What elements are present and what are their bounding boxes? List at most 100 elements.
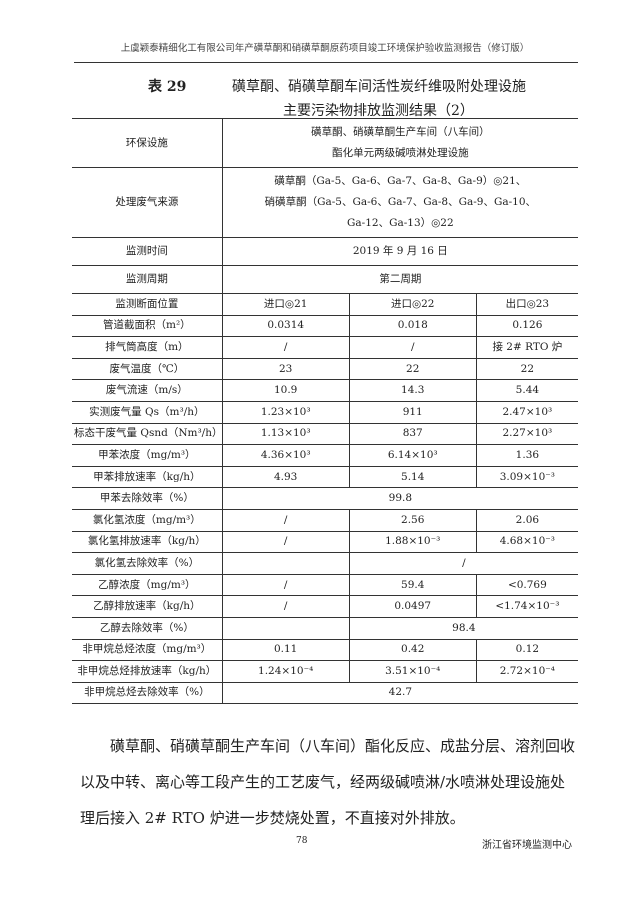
row-label: 废气温度（℃） xyxy=(72,357,223,381)
table-row: 废气流速（m/s） 10.9 14.3 5.44 xyxy=(72,379,578,402)
table-title-line2: 主要污染物排放监测结果（2） xyxy=(283,103,474,119)
info-value-line: 第二周期 xyxy=(379,273,422,285)
table-row: 管道截面积（m²） 0.0314 0.018 0.126 xyxy=(72,314,578,338)
data-cell: 2.06 xyxy=(475,508,578,532)
table-row: 氯化氢排放速率（kg/h）/1.88×10⁻³ 4.68×10⁻³ xyxy=(72,530,578,554)
data-cell: 3.09×10⁻³ xyxy=(475,465,578,489)
data-cell: / xyxy=(221,336,350,359)
data-cell: 5.44 xyxy=(475,379,578,402)
data-cell: 911 xyxy=(348,400,477,424)
data-cell: 22 xyxy=(475,357,578,381)
table-row: 乙醇排放速率（kg/h）/0.0497 <1.74×10⁻³ xyxy=(72,595,578,618)
data-cell: 进口◎21 xyxy=(221,293,350,316)
info-value-line: 硝磺草酮（Ga-5、Ga-6、Ga-7、Ga-8、Ga-9、Ga-10、 xyxy=(264,196,537,208)
row-label: 氯化氢浓度（mg/m³） xyxy=(72,508,223,532)
data-cell: 1.88×10⁻³ xyxy=(348,530,477,554)
data-cell: 4.68×10⁻³ xyxy=(475,530,578,554)
data-cell: 0.0314 xyxy=(221,314,350,338)
row-label: 废气流速（m/s） xyxy=(72,379,223,402)
data-cell: 2.27×10³ xyxy=(475,422,578,446)
data-cell: 2.72×10⁻⁴ xyxy=(475,660,578,683)
data-cell: 1.36 xyxy=(475,444,578,467)
merged-cell: 42.7 xyxy=(221,681,578,705)
data-cell: 2.47×10³ xyxy=(475,400,578,424)
data-cell: 4.93 xyxy=(221,465,350,489)
merged-cell: 99.8 xyxy=(221,487,578,510)
row-label: 氯化氢去除效率（%） xyxy=(72,552,223,575)
data-cell: 出口◎23 xyxy=(475,293,578,316)
running-header: 上虞颖泰精细化工有限公司年产磺草酮和硝磺草酮原药项目竣工环境保护验收监测报告（修… xyxy=(120,43,530,54)
data-cell: 0.12 xyxy=(475,638,578,662)
info-value: 磺草酮（Ga-5、Ga-6、Ga-7、Ga-8、Ga-9）◎21、 硝磺草酮（Ga… xyxy=(221,167,578,238)
data-cell: 837 xyxy=(348,422,477,446)
info-row: 监测周期 第二周期 xyxy=(72,265,578,294)
row-label: 非甲烷总烃浓度（mg/m³） xyxy=(72,638,223,662)
data-cell: 0.0497 xyxy=(348,595,477,618)
row-label: 实测废气量 Qs（m³/h） xyxy=(72,400,223,424)
data-cell: 0.11 xyxy=(221,638,350,662)
data-cell: 22 xyxy=(348,357,477,381)
data-cell: 进口◎22 xyxy=(348,293,477,316)
data-cell: 接 2# RTO 炉 xyxy=(475,336,578,359)
data-cell xyxy=(221,552,350,575)
data-cell: 4.36×10³ xyxy=(221,444,350,467)
data-cell: 0.126 xyxy=(475,314,578,338)
data-cell: 6.14×10³ xyxy=(348,444,477,467)
data-cell: <1.74×10⁻³ xyxy=(475,595,578,618)
data-cell: 14.3 xyxy=(348,379,477,402)
table-row: 排气筒高度（m） / / 接 2# RTO 炉 xyxy=(72,336,578,359)
row-label: 氯化氢排放速率（kg/h） xyxy=(72,530,223,554)
row-label: 排气筒高度（m） xyxy=(72,336,223,359)
table-row: 非甲烷总烃排放速率（kg/h） 1.24×10⁻⁴ 3.51×10⁻⁴ 2.72×10… xyxy=(72,660,578,683)
row-label: 管道截面积（m²） xyxy=(72,314,223,338)
header-divider xyxy=(74,62,578,63)
info-row: 处理废气来源 磺草酮（Ga-5、Ga-6、Ga-7、Ga-8、Ga-9）◎21、硝… xyxy=(72,167,578,238)
table-row: 甲苯去除效率（%） 99.8 xyxy=(72,487,578,510)
table-row: 非甲烷总烃去除效率（%） 42.7 xyxy=(72,681,578,705)
data-cell: 3.51×10⁻⁴ xyxy=(348,660,477,683)
data-cell: 5.14 xyxy=(348,465,477,489)
table-row: 废气温度（℃） 23 22 22 xyxy=(72,357,578,381)
row-label: 非甲烷总烃排放速率（kg/h） xyxy=(72,660,223,683)
table-row: 氯化氢去除效率（%） / xyxy=(72,552,578,575)
table-row: 实测废气量 Qs（m³/h） 1.23×10³ 911 2.47×10³ xyxy=(72,400,578,424)
row-label: 甲苯去除效率（%） xyxy=(72,487,223,510)
body-paragraph: 磺草酮、硝磺草酮生产车间（八车间）酯化反应、成盐分层、溶剂回收以及中转、离心等工… xyxy=(80,737,576,827)
data-cell: / xyxy=(221,530,350,554)
table-title-line1: 磺草酮、硝磺草酮车间活性炭纤维吸附处理设施 xyxy=(232,79,526,95)
row-label: 处理废气来源 xyxy=(72,167,223,238)
row-label: 标态干废气量 Qsnd（Nm³/h） xyxy=(72,422,222,446)
data-cell: 1.13×10³ xyxy=(221,422,350,446)
data-cell: / xyxy=(221,595,350,618)
data-cell: 0.42 xyxy=(348,638,477,662)
info-value: 2019 年 9 月 16 日 xyxy=(221,237,578,266)
row-label: 乙醇排放速率（kg/h） xyxy=(72,595,223,618)
table-row: 甲苯排放速率（kg/h） 4.93 5.14 3.09×10⁻³ xyxy=(72,465,578,489)
row-label: 乙醇浓度（mg/m³） xyxy=(72,573,223,597)
data-cell: <0.769 xyxy=(475,573,578,597)
row-label: 监测周期 xyxy=(72,265,223,294)
row-label: 非甲烷总烃去除效率（%） xyxy=(72,681,223,705)
row-label: 甲苯浓度（mg/m³） xyxy=(72,444,223,467)
row-label: 环保设施 xyxy=(72,118,223,168)
data-cell: 0.018 xyxy=(348,314,477,338)
data-cell: / xyxy=(348,336,477,359)
data-cell: 1.24×10⁻⁴ xyxy=(221,660,350,683)
data-cell xyxy=(221,616,350,640)
table-row: 非甲烷总烃浓度（mg/m³） 0.11 0.42 0.12 xyxy=(72,638,578,662)
table-row: 甲苯浓度（mg/m³） 4.36×10³ 6.14×10³ 1.36 xyxy=(72,444,578,467)
info-value-line: 磺草酮、硝磺草酮生产车间（八车间） xyxy=(311,126,490,138)
row-label: 甲苯排放速率（kg/h） xyxy=(72,465,223,489)
info-value-line: Ga-12、Ga-13）◎22 xyxy=(347,217,454,229)
footer-organization: 浙江省环境监测中心 xyxy=(482,840,572,851)
merged-cell: 98.4 xyxy=(348,616,578,640)
info-value-line: 磺草酮（Ga-5、Ga-6、Ga-7、Ga-8、Ga-9）◎21、 xyxy=(274,175,527,187)
table-row: 乙醇浓度（mg/m³）/59.4 <0.769 xyxy=(72,573,578,597)
table-row: 乙醇去除效率（%） 98.4 xyxy=(72,616,578,640)
table-row: 标态干废气量 Qsnd（Nm³/h） 1.13×10³ 837 2.27×10³ xyxy=(72,422,578,446)
info-value: 磺草酮、硝磺草酮生产车间（八车间） 酯化单元两级碱喷淋处理设施 xyxy=(221,118,578,168)
row-label: 监测断面位置 xyxy=(72,293,223,316)
merged-cell: / xyxy=(348,552,578,575)
data-cell: / xyxy=(221,508,350,532)
data-cell: 10.9 xyxy=(221,379,350,402)
